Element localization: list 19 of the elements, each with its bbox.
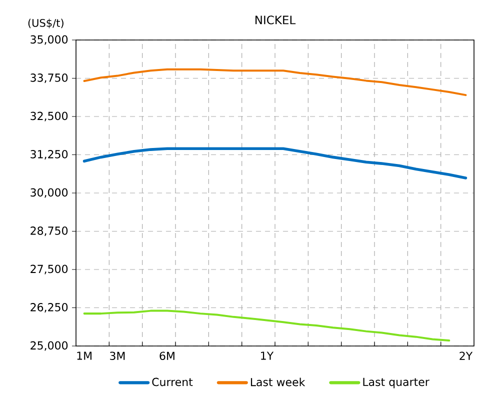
y-tick-label: 33,750 xyxy=(30,74,68,83)
y-tick-label: 30,000 xyxy=(30,188,68,198)
x-tick-label: 6M xyxy=(160,352,174,360)
x-tick-label: 2Y xyxy=(460,352,473,360)
y-tick-label: 32,500 xyxy=(30,112,68,122)
y-tick-label: 26,250 xyxy=(30,303,68,312)
chart-title: NICKEL xyxy=(256,16,296,24)
y-tick-label: 35,000 xyxy=(30,35,68,45)
legend-label: Current xyxy=(152,378,193,386)
legend-label: Last quarter xyxy=(363,378,430,388)
y-tick-label: 27,500 xyxy=(30,264,68,274)
y-tick-label: 25,000 xyxy=(30,341,68,351)
x-tick-label: 3M xyxy=(110,352,125,360)
x-tick-label: 1M xyxy=(77,352,92,360)
legend-label: Last week xyxy=(250,378,306,386)
y-tick-label: 31,250 xyxy=(30,150,68,160)
y-axis-title: (US$/t) xyxy=(28,18,64,28)
x-tick-label: 1Y xyxy=(261,352,274,360)
y-tick-label: 28,750 xyxy=(30,226,68,236)
